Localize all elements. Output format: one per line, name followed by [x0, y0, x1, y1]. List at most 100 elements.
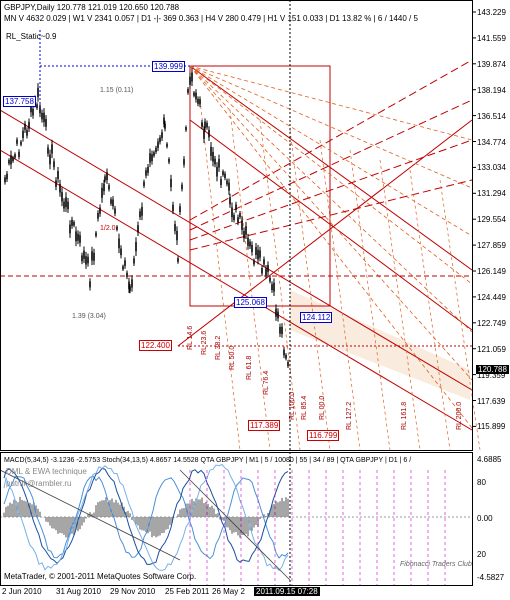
candle-body [229, 197, 231, 205]
rl-label: RL 85.4 [301, 395, 308, 420]
candle-body [114, 208, 116, 214]
fan-up-line [189, 99, 473, 231]
trend-line [0, 469, 181, 561]
candle-body [287, 362, 289, 367]
fan-line [189, 65, 473, 333]
club-label: Fibonacci Traders Club [400, 561, 472, 568]
candle-body [233, 215, 235, 221]
candle-body [265, 268, 267, 276]
candle-body [161, 132, 163, 139]
candle-body [235, 204, 237, 210]
candle-body [203, 130, 205, 139]
rl-label: RL 200.0 [456, 401, 463, 430]
candle-body [106, 172, 108, 181]
candle-body [135, 241, 137, 252]
candle-body [81, 255, 83, 262]
price-box-right[interactable]: 124.112 [300, 312, 333, 323]
candle-body [193, 92, 195, 96]
candle-body [108, 185, 110, 190]
candle-body [269, 277, 271, 282]
fib-time-line [319, 139, 361, 451]
candle-body [45, 118, 47, 127]
ratio-label-mid: 1/2.0 [100, 225, 116, 232]
candle-body [10, 155, 12, 165]
candle-body [155, 147, 157, 152]
fibonacci-lines [0, 59, 481, 451]
candle-body [51, 144, 53, 154]
candle-body [120, 248, 122, 256]
candle-body [49, 154, 51, 165]
candle-body [174, 224, 176, 231]
fan-line [189, 65, 473, 237]
rl-label: RL 100.0 [289, 391, 296, 420]
candle-body [87, 256, 89, 264]
price-tick: 119.359 [477, 370, 506, 380]
fib-time-line [409, 169, 451, 451]
candle-body [112, 199, 114, 207]
candle-body [222, 171, 224, 175]
candle-body [24, 123, 26, 130]
candle-body [126, 272, 128, 277]
candle-body [220, 179, 222, 186]
candle-body [153, 152, 155, 156]
sub-plot-border [0, 452, 473, 586]
email-label: putnik@rambler.ru [6, 479, 72, 488]
candle-body [57, 171, 59, 179]
candle-body [30, 102, 32, 113]
candle-body [63, 201, 65, 209]
candle-body [129, 286, 131, 291]
price-box-low-left[interactable]: 122.400 [139, 340, 172, 351]
candle-body [4, 177, 6, 183]
candle-body [6, 173, 8, 180]
date-tick: 2 Jun 2010 [2, 587, 42, 596]
candle-body [110, 199, 112, 204]
fan-line [189, 65, 473, 189]
candle-body [36, 104, 38, 109]
candle-body [89, 281, 91, 288]
date-cursor-marker: 2011.09.15 07:28 [254, 587, 320, 596]
price-box-bottom1[interactable]: 117.389 [248, 420, 281, 431]
candle-body [204, 121, 206, 129]
candle-body [271, 284, 273, 290]
macd-header: MACD(5,34,5) -3.1236 -2.5753 Stoch(34,13… [4, 457, 412, 464]
channel-line [0, 109, 473, 391]
candle-body [159, 137, 161, 143]
rl-label: RL 00.0 [319, 395, 326, 420]
price-tick: 139.874 [477, 59, 506, 69]
candle-body [18, 151, 20, 157]
price-box-bottom2[interactable]: 116.799 [307, 430, 340, 441]
candle-body [8, 160, 10, 164]
price-tick: 138.194 [477, 85, 506, 95]
candle-body [124, 260, 126, 267]
price-box-left-high[interactable]: 137.758 [3, 96, 36, 107]
fib-box [189, 65, 331, 307]
candle-body [183, 159, 185, 165]
date-tick: 26 May 2 [212, 587, 245, 596]
fib-time-line [379, 159, 421, 451]
sub-tick: 20 [477, 550, 486, 559]
candle-body [253, 260, 255, 265]
candle-body [14, 154, 16, 158]
candle-body [131, 279, 133, 288]
indicator-label: RL_Static~0.9 [6, 32, 57, 41]
candle-body [285, 354, 287, 359]
price-box-mid[interactable]: 125.068 [234, 297, 267, 308]
candle-body [77, 233, 79, 241]
fan-line [189, 65, 473, 429]
candle-body [185, 127, 187, 131]
candle-body [141, 206, 143, 216]
sub-tick: 80 [477, 478, 486, 487]
candle-body [210, 146, 212, 156]
candle-body [239, 213, 241, 218]
price-tick: 121.059 [477, 344, 506, 354]
candle-body [166, 143, 168, 147]
candle-body [145, 170, 147, 176]
price-box-high[interactable]: 139.999 [152, 61, 185, 72]
candle-body [199, 99, 201, 105]
candle-body [69, 224, 71, 234]
fib-time-line [349, 149, 391, 451]
candle-body [251, 244, 253, 253]
candle-body [16, 139, 18, 144]
